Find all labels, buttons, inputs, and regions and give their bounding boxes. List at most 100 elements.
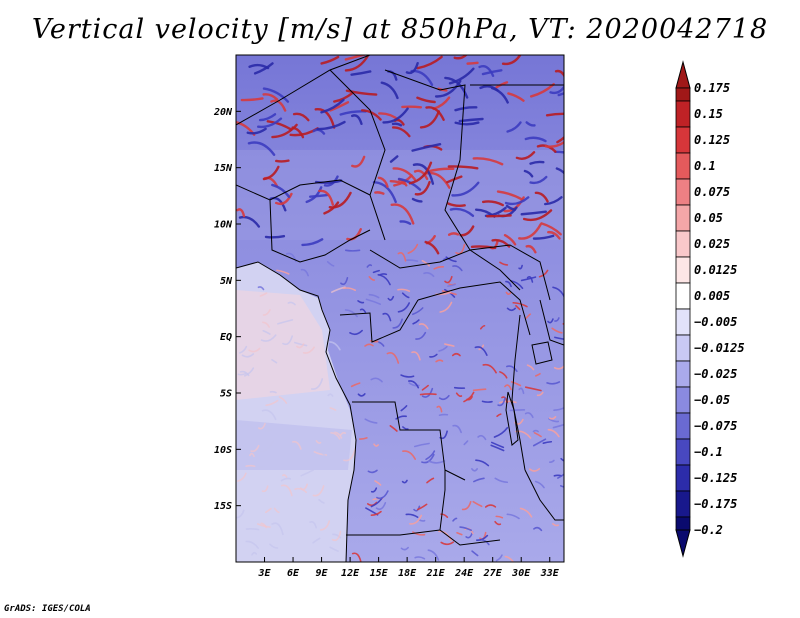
- field-streak: [554, 317, 560, 322]
- map-title: Vertical velocity [m/s] at 850hPa, VT: 2…: [31, 14, 769, 45]
- field-streak: [374, 480, 382, 486]
- field-streak: [472, 157, 504, 166]
- border-nigeria: [269, 199, 371, 263]
- field-streak: [253, 62, 274, 75]
- field-streak: [526, 276, 534, 283]
- field-streak: [533, 432, 542, 438]
- field-streak: [451, 181, 480, 197]
- x-tick-label: 18E: [398, 568, 417, 579]
- field-streak: [475, 459, 490, 467]
- field-streak: [425, 450, 436, 461]
- field-streak: [331, 530, 342, 542]
- field-streak: [506, 365, 518, 373]
- field-streak: [490, 441, 505, 449]
- field-streak: [271, 183, 291, 198]
- field-streak: [524, 412, 534, 419]
- field-streak: [529, 175, 548, 185]
- field-streak: [262, 93, 279, 101]
- field-streak: [421, 259, 431, 267]
- field-streak: [369, 340, 379, 343]
- border-south-sudan: [469, 244, 551, 301]
- field-streak: [413, 505, 421, 512]
- field-streak: [458, 117, 484, 123]
- field-streak: [239, 370, 250, 377]
- field-streak: [547, 428, 560, 438]
- field-streak: [344, 55, 370, 72]
- field-streak: [389, 179, 406, 185]
- field-streak: [405, 513, 419, 519]
- field-streak: [560, 457, 564, 462]
- field-streak: [248, 347, 261, 353]
- field-streak: [271, 522, 284, 536]
- field-streak: [273, 507, 280, 514]
- colorbar-label: −0.2: [694, 523, 723, 537]
- field-streak: [542, 440, 553, 444]
- field-streak: [499, 261, 509, 266]
- field-streak: [496, 413, 502, 418]
- field-streak: [408, 382, 420, 387]
- field-streak: [245, 527, 260, 531]
- field-streak: [247, 424, 254, 430]
- field-streak: [326, 260, 335, 267]
- field-streak: [447, 283, 456, 287]
- field-streak: [407, 243, 419, 254]
- field-streak: [391, 122, 403, 127]
- field-streak: [262, 87, 290, 103]
- field-streak: [444, 343, 455, 347]
- field-streak: [266, 120, 293, 131]
- field-streak: [397, 288, 411, 292]
- field-streak: [447, 165, 479, 170]
- field-streak: [389, 155, 399, 163]
- field-streak: [499, 371, 508, 379]
- field-streak: [262, 309, 271, 316]
- field-streak: [368, 293, 380, 299]
- field-streak: [412, 163, 435, 185]
- field-streak: [436, 405, 443, 413]
- field-streak: [532, 234, 555, 240]
- field-streak: [534, 480, 545, 489]
- field-streak: [419, 393, 437, 396]
- field-streak: [412, 307, 424, 316]
- field-streak: [421, 387, 434, 398]
- field-streak: [512, 301, 528, 308]
- field-streak: [509, 409, 526, 412]
- field-streak: [494, 477, 509, 484]
- field-streak: [472, 500, 483, 508]
- y-tick-label: 5S: [220, 389, 232, 400]
- field-streak: [344, 55, 368, 61]
- field-streak: [357, 393, 366, 397]
- field-streak: [482, 363, 497, 374]
- x-tick-label: 3E: [257, 568, 271, 579]
- field-streak: [463, 440, 469, 446]
- field-streak: [447, 232, 460, 236]
- field-streak: [344, 309, 358, 318]
- field-streak: [278, 396, 288, 404]
- field-streak: [548, 415, 557, 420]
- field-streak: [402, 450, 416, 460]
- colorbar-label: 0.1: [694, 159, 716, 173]
- field-streak: [505, 291, 512, 295]
- field-streak: [405, 259, 419, 262]
- field-streak: [490, 444, 505, 452]
- field-streak: [534, 191, 549, 203]
- field-streak: [416, 96, 436, 104]
- field-streak: [296, 343, 305, 349]
- field-streak: [463, 391, 475, 403]
- field-streak: [249, 452, 255, 458]
- field-streak: [461, 500, 472, 511]
- field-streak: [236, 472, 247, 482]
- field-streak: [262, 165, 280, 181]
- field-streak: [370, 377, 383, 383]
- lake-victoria: [531, 341, 553, 365]
- field-streak: [399, 220, 412, 225]
- field-streak: [335, 449, 350, 455]
- field-streak: [269, 543, 279, 549]
- field-streak: [485, 214, 512, 218]
- field-streak: [451, 352, 461, 357]
- field-streak: [382, 107, 409, 124]
- x-tick-label: 6E: [287, 568, 300, 579]
- field-streak: [260, 440, 275, 453]
- x-tick-label: 15E: [370, 568, 389, 579]
- field-streak: [505, 204, 517, 211]
- field-streak: [474, 346, 488, 356]
